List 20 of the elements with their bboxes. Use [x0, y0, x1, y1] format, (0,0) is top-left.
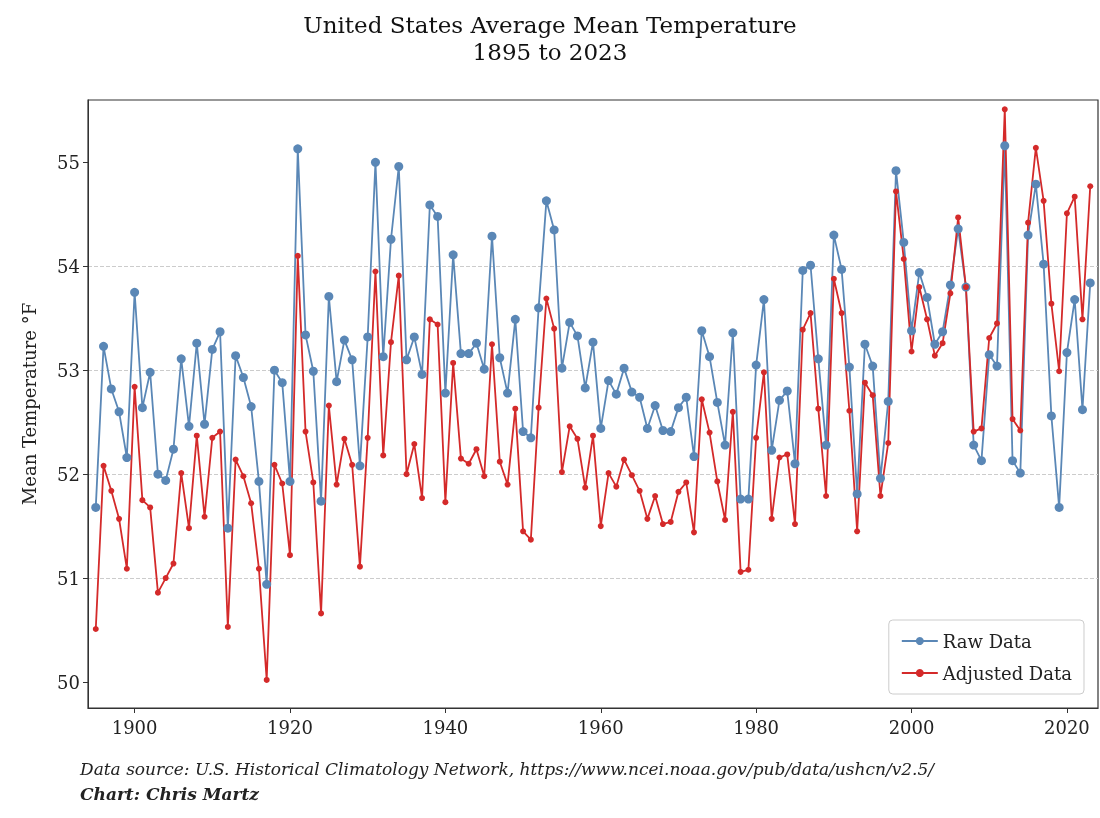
x-tick-label: 1940	[422, 716, 469, 738]
source-note: Data source: U.S. Historical Climatology Network, https://www.ncei.noaa.gov/pub/data/ushcn/v2.5/	[79, 758, 937, 779]
chart-subtitle: 1895 to 2023	[472, 38, 628, 65]
chart-title: United States Average Mean Temperature	[303, 11, 797, 38]
legend-label: Adjusted Data	[941, 662, 1073, 684]
text: Chart: Chris Martz	[80, 783, 260, 804]
y-tick-label: 55	[57, 151, 80, 173]
y-tick-label: 54	[57, 255, 80, 277]
y-axis-title: Mean Temperature °F	[18, 302, 40, 506]
x-tick-label: 1960	[577, 716, 624, 738]
y-tick-label: 51	[57, 567, 80, 589]
x-tick-label: 2000	[888, 716, 935, 738]
legend-label: Raw Data	[942, 630, 1033, 652]
y-tick-label: 50	[57, 671, 80, 693]
y-tick-label: 53	[57, 359, 80, 381]
x-tick-label: 1920	[267, 716, 313, 738]
x-tick-label: 1900	[111, 716, 158, 738]
x-tick-label: 2020	[1044, 716, 1090, 738]
y-tick-label: 52	[57, 463, 80, 485]
x-tick-label: 1980	[733, 716, 780, 738]
